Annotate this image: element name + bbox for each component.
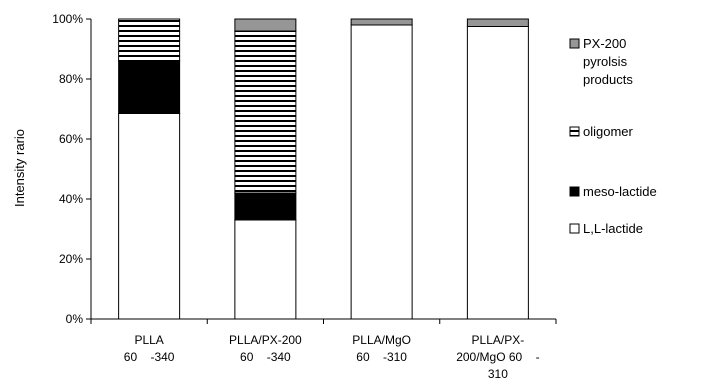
bar-segment-l-l-lactide	[466, 26, 529, 320]
legend-swatch	[569, 223, 580, 234]
bar-segment-oligomer	[234, 30, 297, 194]
bar-segment-l-l-lactide	[350, 24, 413, 320]
y-tick-label: 40%	[59, 192, 83, 206]
legend-swatch	[569, 186, 580, 197]
x-category-label: 310	[488, 367, 508, 381]
x-category-label: PLLA/PX-200	[229, 333, 302, 347]
legend-swatch	[569, 38, 580, 49]
bar-segment-px-200-pyrolsis-products	[234, 18, 297, 32]
y-tick-label: 80%	[59, 72, 83, 86]
bar-segment-px-200-pyrolsis-products	[350, 18, 413, 26]
x-category-label: 60 -310	[356, 350, 407, 364]
bar-segment-l-l-lactide	[118, 113, 181, 320]
x-axis-categories: PLLA 60 -340 PLLA/PX-200 60 -340 PLLA/MgO 60 …	[90, 319, 557, 381]
legend-label: oligomer	[583, 124, 634, 139]
legend: PX-200 pyrolsis products oligomer meso-lacti…	[569, 36, 657, 236]
legend-label: pyrolsis	[583, 54, 628, 69]
y-tick-label: 60%	[59, 132, 83, 146]
x-category-label: PLLA/PX-	[472, 333, 525, 347]
y-tick-label: 20%	[59, 252, 83, 266]
legend-label: meso-lactide	[583, 184, 657, 199]
x-category-label: PLLA	[134, 333, 163, 347]
bar-segment-meso-lactide	[118, 60, 181, 114]
bar-segment-oligomer	[118, 18, 181, 62]
legend-swatch	[569, 126, 580, 137]
x-category-label: 60 -340	[124, 350, 175, 364]
y-axis-ticks: 0% 20% 40% 60% 80% 100%	[52, 12, 91, 326]
bar-segment-l-l-lactide	[234, 219, 297, 320]
legend-label: L,L-lactide	[583, 221, 643, 236]
legend-label: products	[583, 72, 633, 87]
y-axis-label: Intensity rario	[12, 129, 27, 207]
bar-segment-meso-lactide	[234, 192, 297, 221]
y-tick-label: 0%	[66, 312, 84, 326]
x-category-label: 200/MgO 60 -	[456, 350, 539, 364]
bar-segment-px-200-pyrolsis-products	[466, 18, 529, 27]
y-tick-label: 100%	[52, 12, 83, 26]
legend-label: PX-200	[583, 36, 626, 51]
x-category-label: 60 -340	[240, 350, 291, 364]
x-category-label: PLLA/MgO	[352, 333, 411, 347]
plot-area	[90, 18, 556, 320]
